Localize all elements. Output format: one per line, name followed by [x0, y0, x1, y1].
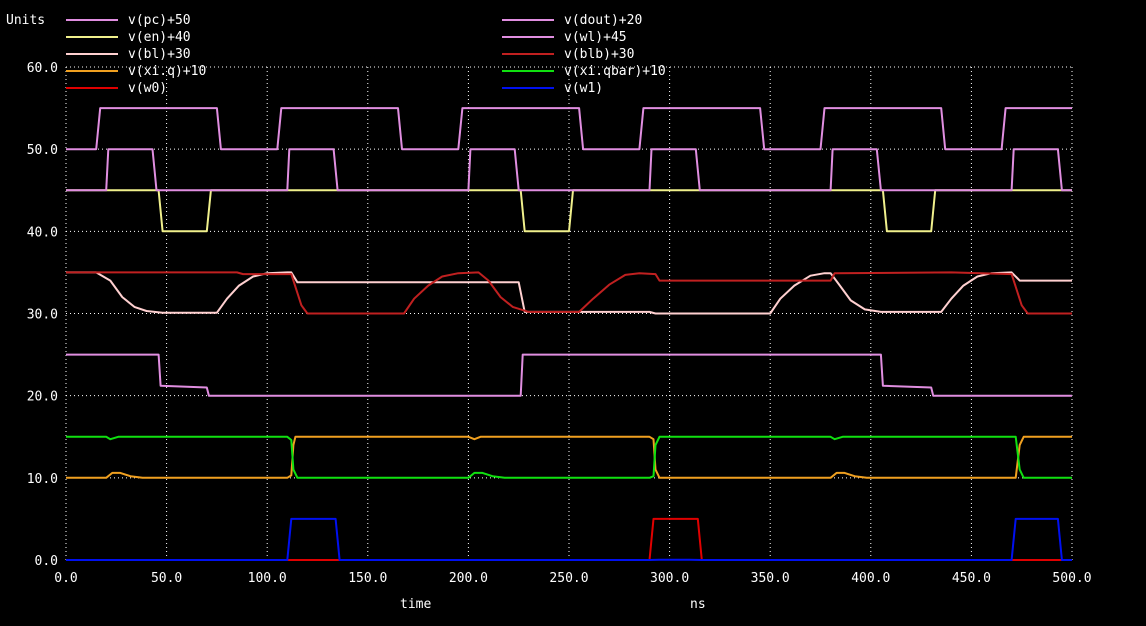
x-tick-label: 100.0	[248, 571, 287, 586]
series-line-3	[66, 148, 1072, 192]
x-axis-unit: ns	[690, 597, 706, 612]
x-tick-label: 0.0	[54, 571, 77, 586]
x-tick-label: 300.0	[650, 571, 689, 586]
x-tick-label: 50.0	[151, 571, 182, 586]
series-line-7	[66, 435, 1072, 479]
y-tick-label: 60.0	[27, 61, 58, 76]
y-tick-label: 30.0	[27, 308, 58, 323]
series-lines	[66, 107, 1072, 561]
legend-label: v(xi.qbar)+10	[564, 64, 666, 79]
legend-label: v(dout)+20	[564, 13, 642, 28]
x-tick-label: 500.0	[1052, 571, 1091, 586]
legend-label: v(en)+40	[128, 30, 191, 45]
legend-label: v(wl)+45	[564, 30, 627, 45]
y-tick-label: 10.0	[27, 472, 58, 487]
legend-label: v(xi.q)+10	[128, 64, 206, 79]
x-tick-label: 450.0	[952, 571, 991, 586]
x-tick-label: 400.0	[851, 571, 890, 586]
x-tick-label: 250.0	[549, 571, 588, 586]
x-tick-label: 150.0	[348, 571, 387, 586]
legend-label: v(w0)	[128, 81, 167, 96]
y-tick-label: 0.0	[35, 554, 58, 569]
series-line-5	[66, 271, 1072, 315]
series-line-1	[66, 353, 1072, 397]
legend-label: v(w1)	[564, 81, 603, 96]
series-line-6	[66, 435, 1072, 479]
legend-label: v(pc)+50	[128, 13, 191, 28]
y-tick-label: 40.0	[27, 225, 58, 240]
legend: v(pc)+50 v(dout)+20 v(en)+40 v(wl)+45 v(bl)+…	[66, 13, 666, 96]
tick-labels: 0.0 50.0 100.0 150.0 200.0 250.0 300.0 350.0 400…	[27, 61, 1092, 586]
series-line-0	[66, 107, 1072, 151]
series-line-2	[66, 189, 1072, 233]
legend-label: v(bl)+30	[128, 47, 191, 62]
x-tick-label: 350.0	[751, 571, 790, 586]
x-axis-label: time	[400, 597, 431, 612]
y-tick-label: 20.0	[27, 390, 58, 405]
y-tick-label: 50.0	[27, 143, 58, 158]
legend-label: v(blb)+30	[564, 47, 634, 62]
x-tick-label: 200.0	[449, 571, 488, 586]
units-label: Units	[6, 13, 45, 28]
series-line-9	[66, 517, 1072, 561]
series-line-4	[66, 271, 1072, 315]
